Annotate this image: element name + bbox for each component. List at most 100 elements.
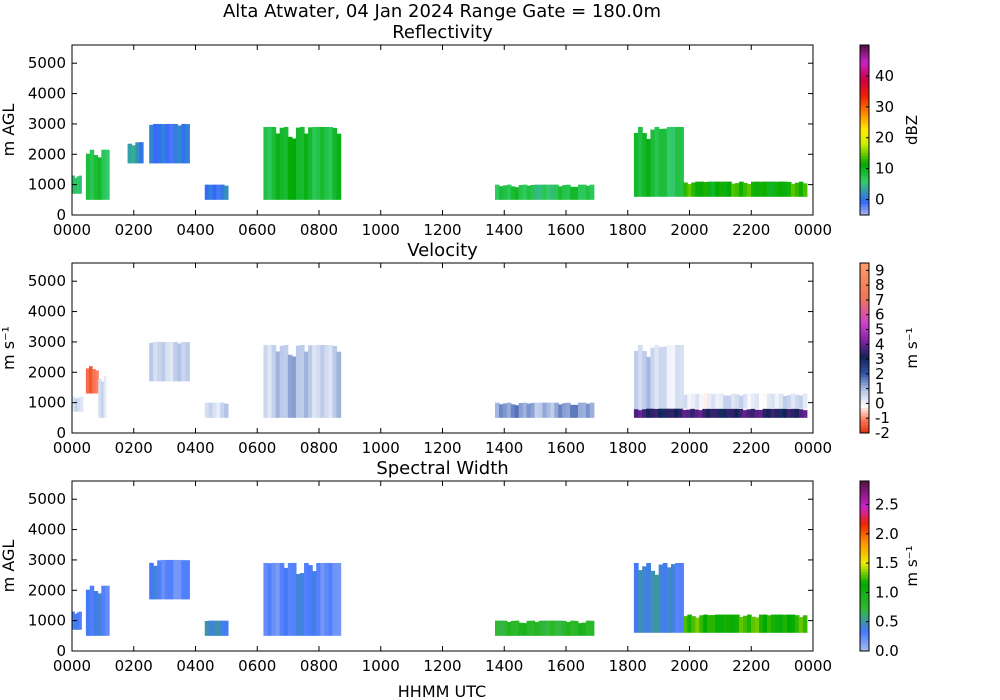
echo-column [522,402,528,418]
echo-column [763,614,768,633]
colorbar-swatch [860,135,869,139]
colorbar-swatch [860,198,869,202]
echo-column [97,593,102,636]
echo-column [153,123,158,164]
colorbar-swatch [860,192,869,196]
colorbar-swatch [860,588,869,592]
echo-column [139,142,144,164]
echo-column [169,123,174,164]
colorbar-swatch [860,178,869,182]
echo-column [153,341,158,382]
echo-region [633,408,808,418]
colorbar-swatch [860,418,869,423]
colorbar-tick-label: -1 [875,409,890,427]
colorbar-tick-label: 5 [875,321,885,339]
echo-column [798,181,804,197]
echo-column [658,564,664,633]
echo-column [224,403,229,418]
echo-column [581,402,587,418]
echo-column [558,404,563,418]
colorbar-swatch [860,206,869,210]
x-tick-label: 1400 [485,439,523,457]
x-tick-label: 2000 [670,221,708,239]
colorbar-swatch [860,625,869,629]
echo-column [766,393,772,409]
echo-column [678,408,683,418]
echo-column [506,402,512,418]
colorbar-swatch [860,373,869,377]
colorbar-swatch [860,489,869,493]
echo-column [542,184,547,200]
colorbar-swatch [860,367,869,372]
colorbar-swatch [860,319,869,323]
echo-column [74,177,78,194]
echo-column [169,559,174,600]
echo-column [802,393,808,409]
colorbar-swatch [860,568,869,573]
colorbar-swatch [860,639,869,643]
echo-column [312,344,317,418]
colorbar-swatch [860,602,869,607]
echo-column [633,350,639,415]
echo-region [72,396,84,412]
colorbar-swatch [860,617,869,621]
echo-column [522,623,528,636]
echo-region [85,585,110,636]
x-tick-label: 1200 [423,221,461,239]
echo-column [502,185,508,200]
colorbar-tick-label: 2.5 [875,495,899,513]
echo-region [683,393,808,409]
colorbar-swatch [860,186,869,190]
echo-column [105,149,110,200]
echo-column [802,615,808,633]
x-tick-label: 0200 [115,221,153,239]
echo-column [514,187,520,200]
echo-column [751,181,756,197]
echo-column [89,149,95,200]
echo-column [726,408,732,418]
echo-column [526,620,532,636]
echo-column [747,393,752,409]
colorbar-swatch [860,353,869,357]
echo-column [212,402,217,418]
echo-column [550,402,555,418]
echo-column [738,408,744,418]
x-tick-label: 1600 [547,221,585,239]
echo-column [690,408,695,418]
colorbar-swatch [860,209,869,213]
echo-column [574,620,579,636]
panel-title: Reflectivity [392,22,493,43]
echo-column [790,614,796,633]
echo-column [778,181,784,197]
echo-column [204,402,210,418]
y-tick-label: 1000 [28,176,66,194]
colorbar-swatch [860,59,869,63]
echo-column [715,614,720,633]
echo-column [332,562,338,636]
colorbar-tick-label: -2 [875,424,890,442]
echo-column [662,128,668,197]
echo-column [723,614,728,633]
echo-column [299,573,305,636]
echo-column [794,182,800,197]
colorbar-swatch [860,64,869,69]
echo-column [224,185,229,200]
echo-column [304,351,309,418]
colorbar-tick-label: 2 [875,365,885,383]
echo-column [702,408,707,418]
echo-column [735,183,740,197]
echo-column [224,620,229,636]
echo-column [646,562,651,633]
echo-column [675,344,680,415]
colorbar-swatch [860,594,869,598]
colorbar-swatch [860,509,869,513]
echo-column [542,402,547,418]
echo-column [735,614,740,633]
colorbar-swatch [860,515,869,519]
echo-column [78,175,82,194]
colorbar-swatch [860,45,869,49]
echo-column [746,409,752,418]
colorbar-swatch [860,271,869,275]
echo-column [510,620,516,636]
colorbar-tick-label: 4 [875,335,885,353]
